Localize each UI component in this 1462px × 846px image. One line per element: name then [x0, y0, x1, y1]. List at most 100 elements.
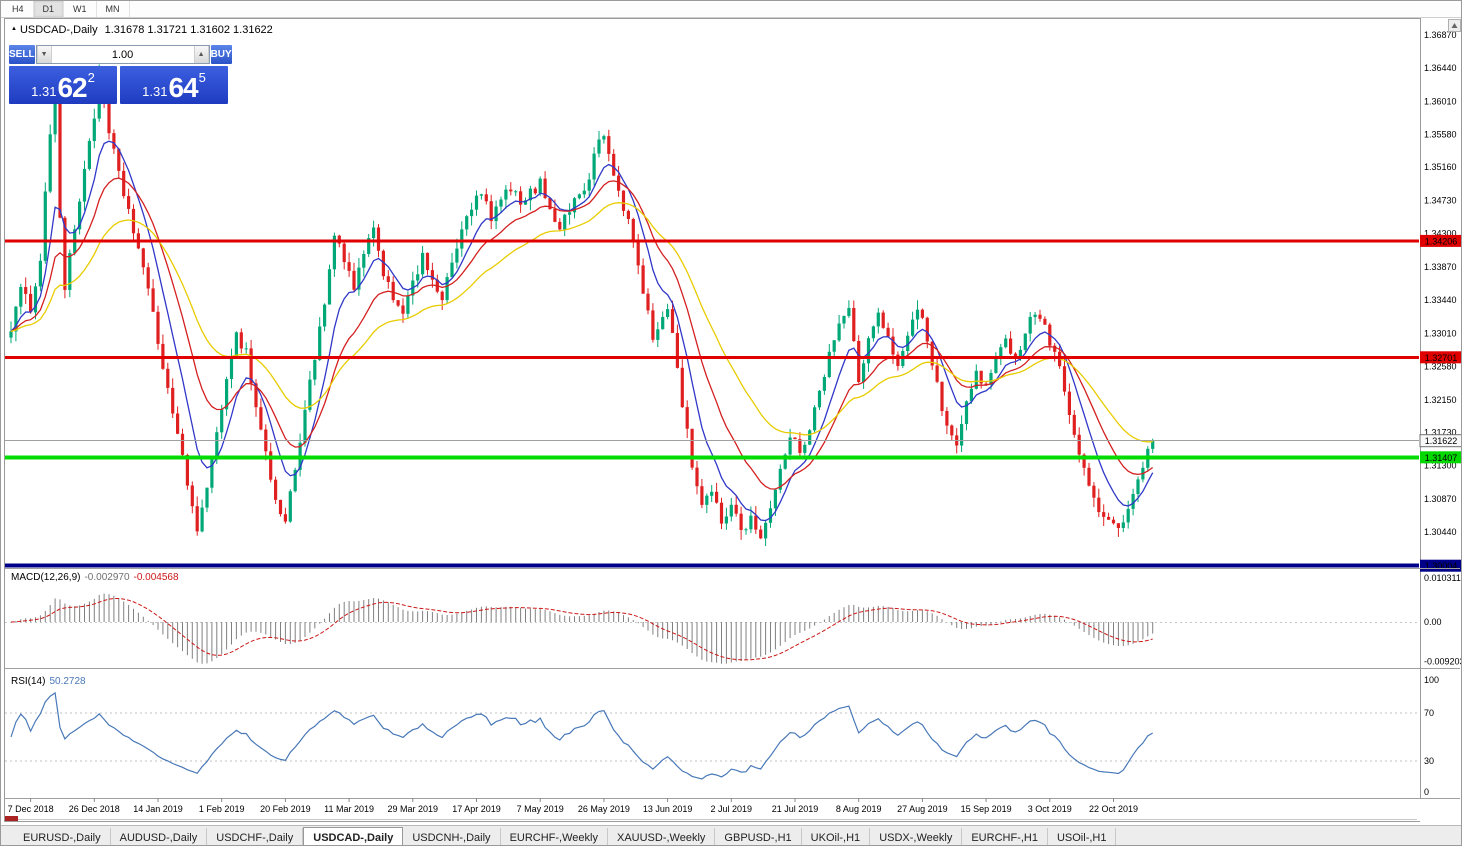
svg-text:1.34300: 1.34300	[1424, 229, 1457, 239]
rsi-name: RSI(14)	[11, 676, 46, 687]
svg-text:1.34730: 1.34730	[1424, 195, 1457, 205]
volume-input[interactable]	[51, 46, 194, 63]
ask-price-prefix: 1.31	[142, 84, 168, 99]
price-axis: 1.36870 1.36440 1.36010 1.35580 1.35160 1.347…	[1424, 30, 1462, 797]
svg-text:27 Aug 2019: 27 Aug 2019	[897, 804, 948, 814]
symbol-tab-xauusd-weekly[interactable]: XAUUSD-,Weekly	[608, 828, 716, 845]
date-axis: 7 Dec 2018 26 Dec 2018 14 Jan 2019 1 Feb 20…	[8, 798, 1138, 814]
svg-text:22 Oct 2019: 22 Oct 2019	[1089, 804, 1138, 814]
volume-decrease-button[interactable]: ▼	[36, 46, 52, 63]
macd-histogram	[15, 593, 1154, 664]
symbol-tab-usdx-weekly[interactable]: USDX-,Weekly	[870, 828, 963, 845]
timeframe-bar: H4 D1 W1 MN	[1, 1, 1461, 18]
svg-text:7 Dec 2018: 7 Dec 2018	[8, 804, 54, 814]
svg-text:26 Dec 2018: 26 Dec 2018	[69, 804, 120, 814]
svg-text:7 May 2019: 7 May 2019	[517, 804, 564, 814]
svg-text:0: 0	[1424, 787, 1429, 797]
svg-text:20 Feb 2019: 20 Feb 2019	[260, 804, 311, 814]
symbol-tabs: EURUSD-,Daily AUDUSD-,Daily USDCHF-,Daily U…	[1, 825, 1461, 845]
svg-text:8 Aug 2019: 8 Aug 2019	[836, 804, 882, 814]
svg-text:2 Jul 2019: 2 Jul 2019	[711, 804, 753, 814]
bid-price-panel[interactable]: 1.31 62 2	[9, 66, 117, 104]
svg-text:1.31407: 1.31407	[1425, 453, 1458, 463]
symbol-tab-eurchf-weekly[interactable]: EURCHF-,Weekly	[501, 828, 608, 845]
svg-text:1.32580: 1.32580	[1424, 362, 1457, 372]
price-tag-1.32701: 1.32701	[1420, 351, 1461, 364]
svg-text:29 Mar 2019: 29 Mar 2019	[388, 804, 439, 814]
svg-text:-0.009203: -0.009203	[1424, 656, 1462, 666]
ma-34-line	[10, 202, 1153, 443]
symbol-tab-usdchf-daily[interactable]: USDCHF-,Daily	[207, 828, 304, 845]
macd-signal-value: -0.004568	[133, 572, 179, 583]
symbol-tab-audusd-daily[interactable]: AUDUSD-,Daily	[111, 828, 208, 845]
chart-title: ▲ USDCAD-,Daily 1.31678 1.31721 1.31602 1.…	[11, 24, 273, 36]
ask-price-pip-digit: 5	[198, 70, 206, 85]
ask-price-big-digits: 64	[168, 72, 198, 103]
svg-text:1.33870: 1.33870	[1424, 262, 1457, 272]
svg-text:15 Sep 2019: 15 Sep 2019	[961, 804, 1012, 814]
svg-text:3 Oct 2019: 3 Oct 2019	[1028, 804, 1072, 814]
sell-button[interactable]: SELL	[9, 45, 35, 64]
svg-text:70: 70	[1424, 708, 1434, 718]
bid-price-prefix: 1.31	[31, 84, 57, 99]
rsi-label: RSI(14) 50.2728	[11, 676, 86, 687]
svg-text:1 Feb 2019: 1 Feb 2019	[199, 804, 245, 814]
svg-text:1.31622: 1.31622	[1425, 436, 1458, 446]
svg-text:13 Jun 2019: 13 Jun 2019	[643, 804, 693, 814]
timeframe-button-mn[interactable]: MN	[97, 1, 130, 17]
symbol-tab-eurusd-daily[interactable]: EURUSD-,Daily	[14, 828, 111, 845]
svg-text:1.30870: 1.30870	[1424, 494, 1457, 504]
price-tag-1.30004: 1.30004	[1420, 559, 1461, 572]
timeframe-button-w1[interactable]: W1	[64, 1, 97, 17]
svg-text:11 Mar 2019: 11 Mar 2019	[324, 804, 374, 814]
macd-main-value: -0.002970	[84, 572, 130, 583]
price-tag-1.31622: 1.31622	[1419, 434, 1461, 448]
ma-8-line	[10, 140, 1154, 522]
quote-panels-row: 1.31 62 2 1.31 64 5	[9, 66, 228, 104]
svg-text:1.32701: 1.32701	[1425, 353, 1458, 363]
trade-buttons-row: SELL ▼ ▲ BUY	[9, 45, 232, 64]
symbol-tab-ukoil-h1[interactable]: UKOil-,H1	[802, 828, 871, 845]
timeframe-button-h4[interactable]: H4	[3, 1, 34, 17]
ohlc-values: 1.31678 1.31721 1.31602 1.31622	[104, 24, 273, 36]
symbol-tab-usdcnh-daily[interactable]: USDCNH-,Daily	[403, 828, 501, 845]
volume-increase-button[interactable]: ▲	[193, 46, 209, 63]
svg-text:0.010311: 0.010311	[1424, 573, 1461, 583]
bid-price-big-digits: 62	[57, 72, 87, 103]
symbol-marker-icon: ▲	[11, 26, 17, 32]
h-scrollbar-thumb[interactable]	[5, 816, 18, 821]
svg-text:1.30440: 1.30440	[1424, 527, 1457, 537]
svg-text:1.34206: 1.34206	[1425, 236, 1458, 246]
svg-text:0.00: 0.00	[1424, 617, 1442, 627]
macd-signal-line	[10, 598, 1153, 661]
rsi-line	[10, 691, 1153, 780]
svg-text:1.36010: 1.36010	[1424, 97, 1457, 107]
volume-control: ▼ ▲	[35, 45, 210, 64]
svg-text:1.31300: 1.31300	[1424, 461, 1457, 471]
svg-text:1.32150: 1.32150	[1424, 395, 1457, 405]
svg-text:1.33440: 1.33440	[1424, 295, 1457, 305]
svg-text:1.30004: 1.30004	[1425, 561, 1458, 571]
rsi-value: 50.2728	[49, 676, 86, 687]
bid-price-pip-digit: 2	[87, 70, 95, 85]
svg-text:26 May 2019: 26 May 2019	[578, 804, 630, 814]
ma-17-line	[10, 177, 1154, 490]
svg-text:1.35580: 1.35580	[1424, 130, 1457, 140]
price-tag-1.34206: 1.34206	[1420, 234, 1461, 247]
ask-price-panel[interactable]: 1.31 64 5	[120, 66, 228, 104]
svg-text:1.35160: 1.35160	[1424, 162, 1457, 172]
svg-text:1.36440: 1.36440	[1424, 63, 1457, 73]
timeframe-button-d1[interactable]: D1	[33, 1, 65, 17]
symbol-tab-usdcad-daily[interactable]: USDCAD-,Daily	[303, 827, 404, 845]
symbol-tab-usoil-h1[interactable]: USOil-,H1	[1048, 828, 1117, 845]
svg-text:1.31730: 1.31730	[1424, 427, 1457, 437]
scrollbar-up-button[interactable]	[1448, 19, 1461, 32]
svg-text:1.36870: 1.36870	[1424, 30, 1457, 40]
macd-label: MACD(12,26,9) -0.002970 -0.004568	[11, 572, 179, 583]
buy-button[interactable]: BUY	[210, 45, 232, 64]
symbol-tab-gbpusd-h1[interactable]: GBPUSD-,H1	[715, 828, 802, 845]
symbol-tab-eurchf-h1[interactable]: EURCHF-,H1	[962, 828, 1048, 845]
